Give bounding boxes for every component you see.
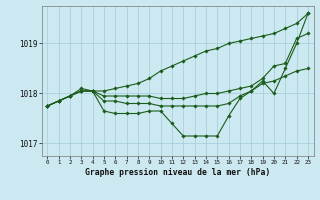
X-axis label: Graphe pression niveau de la mer (hPa): Graphe pression niveau de la mer (hPa) (85, 168, 270, 177)
